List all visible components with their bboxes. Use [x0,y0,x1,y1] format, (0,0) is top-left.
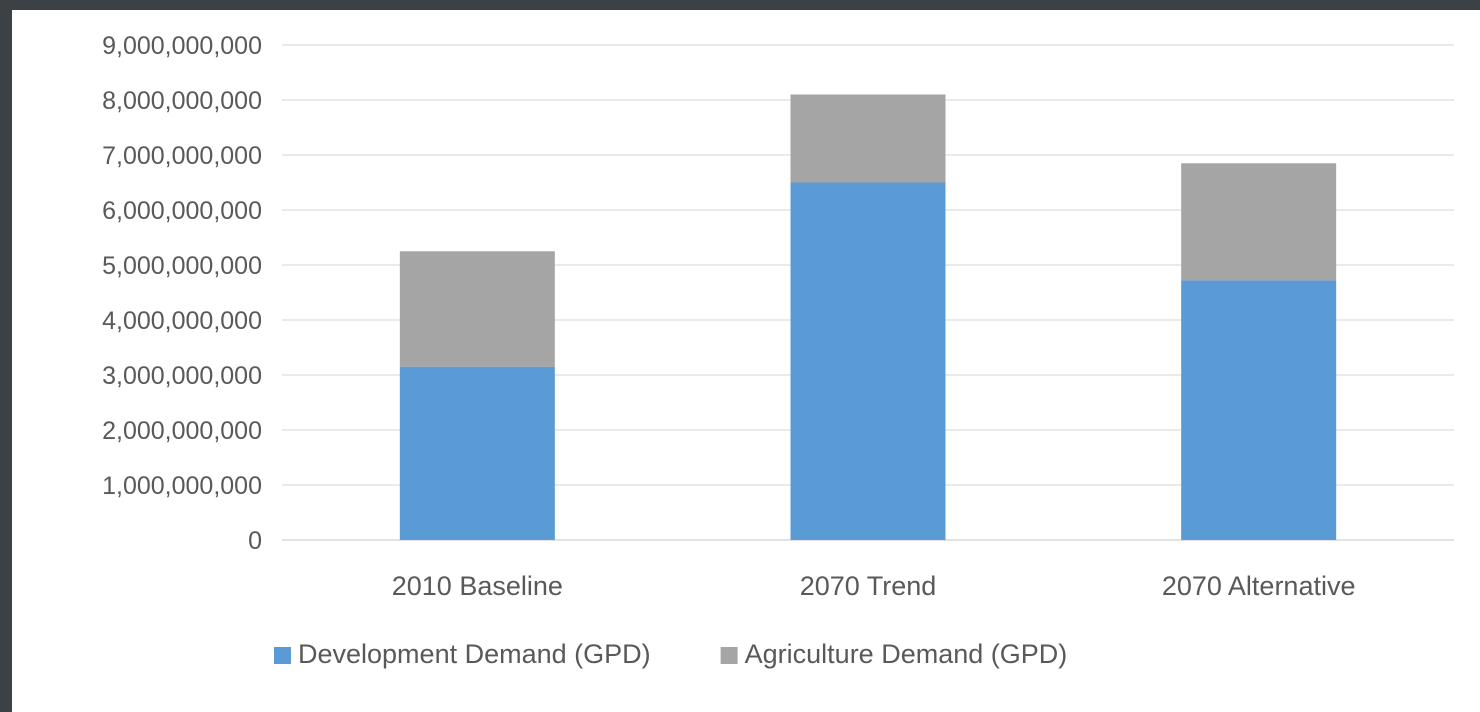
x-category-label: 2010 Baseline [392,571,563,601]
y-tick-label: 9,000,000,000 [102,32,262,60]
bar-segment [399,251,555,367]
y-tick-label: 7,000,000,000 [102,142,262,170]
bar-segment [1181,163,1337,281]
bar-segment [790,94,946,183]
legend-swatch [274,647,291,664]
legend-label: Agriculture Demand (GPD) [745,639,1068,669]
bar-segment [1181,280,1337,540]
y-tick-label: 3,000,000,000 [102,362,262,390]
y-tick-label: 4,000,000,000 [102,307,262,335]
x-axis-category-labels: 2010 Baseline 2070 Trend 2070 Alternative [392,571,1356,601]
stacked-bar-chart: 0 1,000,000,000 2,000,000,000 3,000,000,000… [102,32,1454,669]
bar-segment [399,366,555,540]
y-tick-label: 6,000,000,000 [102,197,262,225]
legend-label: Development Demand (GPD) [298,639,651,669]
y-tick-label: 5,000,000,000 [102,252,262,280]
chart-card: 0 1,000,000,000 2,000,000,000 3,000,000,000… [12,10,1480,712]
x-category-label: 2070 Alternative [1162,571,1356,601]
x-category-label: 2070 Trend [800,571,937,601]
y-tick-label: 2,000,000,000 [102,417,262,445]
y-axis-tick-labels: 0 1,000,000,000 2,000,000,000 3,000,000,000… [102,32,262,555]
bars [399,94,1337,540]
legend-swatch [720,647,738,664]
bar-segment [790,182,946,540]
legend: Development Demand (GPD) Agriculture Dema… [274,639,1067,669]
y-tick-label: 0 [248,527,262,555]
y-tick-label: 1,000,000,000 [102,472,262,500]
y-tick-label: 8,000,000,000 [102,87,262,115]
